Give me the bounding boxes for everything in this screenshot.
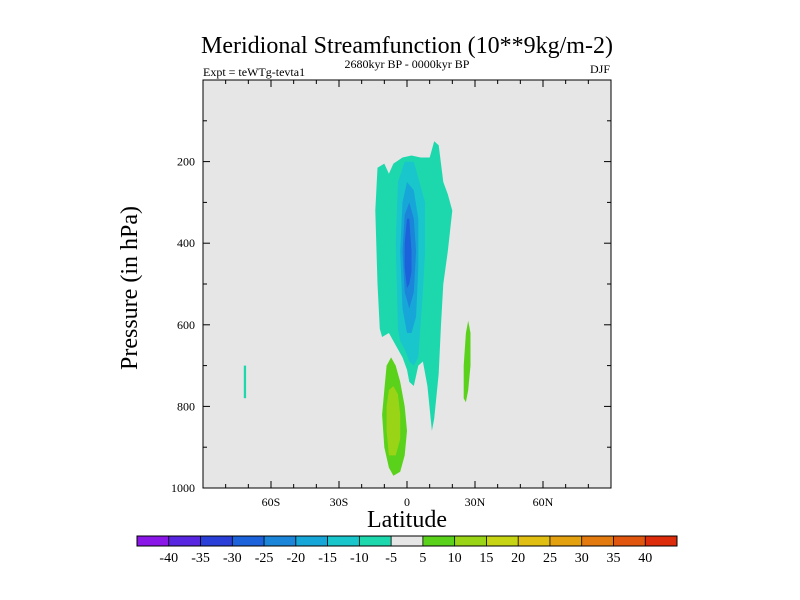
x-tick-label: 0 xyxy=(404,495,410,509)
y-tick-label: 200 xyxy=(177,155,195,169)
colorbar-frame xyxy=(136,535,678,547)
colorbar-swatch xyxy=(137,536,170,546)
colorbar-label: 20 xyxy=(511,551,525,566)
subtitle-center: 2680kyr BP - 0000kyr BP xyxy=(345,57,470,71)
colorbar-label: -40 xyxy=(159,551,178,566)
x-tick-label: 60S xyxy=(262,495,281,509)
colorbar-label: -5 xyxy=(385,551,397,566)
chart-title: Meridional Streamfunction (10**9kg/m-2) xyxy=(201,33,613,59)
colorbar-label: 15 xyxy=(479,551,493,566)
y-tick-label: 400 xyxy=(177,236,195,250)
x-tick-label: 30S xyxy=(330,495,349,509)
colorbar-swatch xyxy=(454,536,487,546)
contour-negative-cell-minus-25 xyxy=(404,218,412,289)
y-axis-ticks: 200 400 600 800 1000 xyxy=(171,120,611,495)
colorbar-swatch xyxy=(295,536,328,546)
plot-area: 60S 30S 0 30N 60N 200 400 600 800 1000 xyxy=(171,79,612,509)
colorbar-swatch xyxy=(232,536,265,546)
contour-positive-cell-plus-10 xyxy=(386,386,401,456)
contour-negative-patch-60S xyxy=(243,365,247,399)
subtitle-right: DJF xyxy=(590,62,610,76)
colorbar-swatch xyxy=(549,536,582,546)
y-tick-label: 1000 xyxy=(171,481,195,495)
colorbar-swatch xyxy=(200,536,233,546)
colorbar-label: -35 xyxy=(191,551,210,566)
colorbar-label: -25 xyxy=(255,551,274,566)
colorbar-label: 30 xyxy=(575,551,589,566)
x-tick-label: 60N xyxy=(533,495,554,509)
y-axis-label: Pressure (in hPa) xyxy=(117,206,143,370)
colorbar: -40 -35 -30 -25 -20 -15 -10 -5 5 10 15 20 25 30 35 40 xyxy=(136,535,678,566)
colorbar-label: 40 xyxy=(638,551,652,566)
colorbar-label: 10 xyxy=(448,551,462,566)
x-tick-label: 30N xyxy=(465,495,486,509)
contour-regions xyxy=(243,141,471,476)
colorbar-swatch xyxy=(422,536,455,546)
y-tick-label: 600 xyxy=(177,318,195,332)
x-axis-ticks: 60S 30S 0 30N 60N xyxy=(225,80,589,509)
colorbar-swatch xyxy=(264,536,297,546)
colorbar-label: -20 xyxy=(286,551,305,566)
colorbar-swatch xyxy=(581,536,614,546)
subtitle-left: Expt = teWTg-tevta1 xyxy=(203,65,305,79)
colorbar-swatch xyxy=(391,536,424,546)
colorbar-swatch xyxy=(613,536,646,546)
colorbar-swatch xyxy=(168,536,201,546)
x-axis-label: Latitude xyxy=(367,507,447,533)
colorbar-label: -10 xyxy=(350,551,369,566)
colorbar-swatch xyxy=(645,536,678,546)
colorbar-label: 35 xyxy=(606,551,620,566)
colorbar-swatch xyxy=(518,536,551,546)
y-tick-label: 800 xyxy=(177,399,195,413)
colorbar-label: 25 xyxy=(543,551,557,566)
colorbar-swatch xyxy=(359,536,392,546)
contour-positive-patch-30N xyxy=(463,320,471,403)
colorbar-label: -15 xyxy=(318,551,337,566)
colorbar-label: -30 xyxy=(223,551,242,566)
colorbar-label: 5 xyxy=(419,551,426,566)
colorbar-swatch xyxy=(327,536,360,546)
colorbar-swatch xyxy=(486,536,519,546)
